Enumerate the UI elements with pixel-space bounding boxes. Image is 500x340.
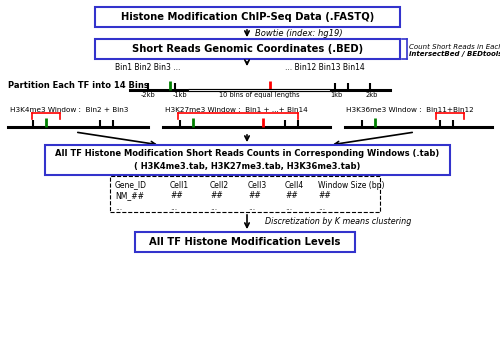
Text: Gene_ID: Gene_ID — [115, 181, 147, 189]
Text: ... Bin12 Bin13 Bin14: ... Bin12 Bin13 Bin14 — [285, 63, 365, 72]
Text: Short Reads Genomic Coordinates (.BED): Short Reads Genomic Coordinates (.BED) — [132, 44, 363, 54]
Text: Discretization by K means clustering: Discretization by K means clustering — [265, 218, 412, 226]
Text: ...: ... — [285, 203, 292, 211]
Text: Histone Modification ChIP-Seq Data (.FASTQ): Histone Modification ChIP-Seq Data (.FAS… — [121, 12, 374, 22]
Text: ##: ## — [248, 191, 261, 201]
Bar — [188, 89, 330, 91]
Bar — [45, 145, 450, 175]
Text: -1kb: -1kb — [172, 92, 188, 98]
Text: All TF Histone Modification Short Reads Counts in Corresponding Windows (.tab): All TF Histone Modification Short Reads … — [56, 150, 440, 158]
Text: ##: ## — [285, 191, 298, 201]
Text: 1kb: 1kb — [330, 92, 342, 98]
Text: Count Short Reads in Each Bin: Count Short Reads in Each Bin — [409, 44, 500, 50]
Text: 2kb: 2kb — [366, 92, 378, 98]
Text: NM_##: NM_## — [115, 191, 144, 201]
Text: Cell2: Cell2 — [210, 181, 229, 189]
Text: Cell1: Cell1 — [170, 181, 189, 189]
Text: H3K27me3 Window :  Bin1 + ...+ Bin14: H3K27me3 Window : Bin1 + ...+ Bin14 — [165, 107, 308, 113]
Text: ...: ... — [210, 203, 217, 211]
Text: ( H3K4me3.tab, H3K27me3.tab, H3K36me3.tab): ( H3K4me3.tab, H3K27me3.tab, H3K36me3.ta… — [134, 162, 360, 170]
Text: intersectBed / BEDtools: intersectBed / BEDtools — [409, 51, 500, 57]
Text: 10 bins of equal lengths: 10 bins of equal lengths — [218, 92, 300, 98]
Text: ...: ... — [170, 203, 177, 211]
Bar — [135, 232, 355, 252]
Text: H3K4me3 Window :  Bin2 + Bin3: H3K4me3 Window : Bin2 + Bin3 — [10, 107, 128, 113]
Text: All TF Histone Modification Levels: All TF Histone Modification Levels — [150, 237, 340, 247]
Bar — [95, 39, 400, 59]
Text: Partition Each TF into 14 Bins: Partition Each TF into 14 Bins — [8, 81, 149, 89]
Bar — [95, 7, 400, 27]
Text: Window Size (bp): Window Size (bp) — [318, 181, 384, 189]
Text: ...: ... — [115, 203, 122, 211]
Text: ...: ... — [318, 203, 325, 211]
Text: ##: ## — [318, 191, 331, 201]
Text: Bowtie (index: hg19): Bowtie (index: hg19) — [255, 29, 342, 37]
Text: H3K36me3 Window :  Bin11+Bin12: H3K36me3 Window : Bin11+Bin12 — [346, 107, 474, 113]
Text: ##: ## — [170, 191, 183, 201]
Bar — [110, 176, 380, 212]
Text: ##: ## — [210, 191, 223, 201]
Text: -2kb: -2kb — [140, 92, 156, 98]
Text: ...: ... — [248, 203, 255, 211]
Text: Cell3: Cell3 — [248, 181, 267, 189]
Text: Bin1 Bin2 Bin3 ...: Bin1 Bin2 Bin3 ... — [115, 63, 180, 72]
Text: Cell4: Cell4 — [285, 181, 304, 189]
